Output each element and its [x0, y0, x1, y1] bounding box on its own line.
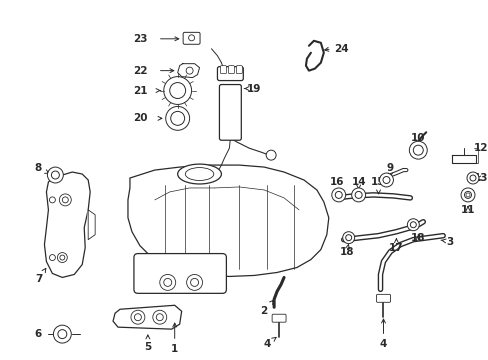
Circle shape	[379, 173, 393, 187]
Text: 7: 7	[35, 269, 46, 284]
FancyBboxPatch shape	[217, 67, 243, 81]
Text: 8: 8	[35, 163, 49, 173]
Text: 4: 4	[379, 319, 386, 349]
Circle shape	[57, 253, 67, 262]
Circle shape	[160, 274, 175, 291]
Circle shape	[354, 192, 362, 198]
Text: 17: 17	[388, 239, 403, 253]
Text: 18: 18	[410, 233, 425, 243]
Circle shape	[412, 145, 423, 155]
FancyBboxPatch shape	[272, 314, 285, 322]
Text: 20: 20	[133, 113, 147, 123]
Text: 16: 16	[329, 177, 344, 194]
Ellipse shape	[177, 164, 221, 184]
Text: 24: 24	[333, 44, 347, 54]
Text: 9: 9	[386, 163, 393, 177]
FancyBboxPatch shape	[228, 66, 234, 73]
Polygon shape	[177, 64, 199, 78]
Circle shape	[186, 67, 193, 74]
Ellipse shape	[185, 167, 213, 180]
Circle shape	[153, 310, 166, 324]
Circle shape	[170, 111, 184, 125]
Text: 4: 4	[263, 337, 276, 349]
Circle shape	[186, 274, 202, 291]
Circle shape	[460, 188, 474, 202]
Circle shape	[464, 192, 470, 198]
Circle shape	[165, 107, 189, 130]
FancyBboxPatch shape	[376, 294, 389, 302]
Circle shape	[351, 188, 365, 202]
Text: 5: 5	[144, 335, 151, 352]
Text: 12: 12	[473, 143, 487, 153]
FancyBboxPatch shape	[236, 66, 242, 73]
Circle shape	[335, 192, 342, 198]
Text: 13: 13	[473, 173, 487, 183]
Circle shape	[131, 310, 144, 324]
Circle shape	[53, 325, 71, 343]
FancyBboxPatch shape	[220, 66, 226, 73]
Circle shape	[59, 194, 71, 206]
Circle shape	[465, 193, 469, 197]
Circle shape	[190, 278, 198, 287]
Circle shape	[345, 235, 351, 240]
Circle shape	[466, 172, 478, 184]
Text: 15: 15	[370, 177, 385, 194]
Circle shape	[62, 197, 68, 203]
Text: 18: 18	[339, 244, 353, 257]
Circle shape	[47, 167, 63, 183]
Circle shape	[408, 141, 427, 159]
Circle shape	[51, 171, 59, 179]
Text: 23: 23	[133, 34, 147, 44]
Circle shape	[49, 255, 55, 261]
Circle shape	[331, 188, 345, 202]
Polygon shape	[113, 305, 181, 329]
Text: 22: 22	[133, 66, 147, 76]
Text: 1: 1	[171, 323, 178, 354]
Text: 2: 2	[260, 300, 273, 316]
Text: 21: 21	[133, 86, 147, 95]
Circle shape	[58, 330, 67, 339]
FancyBboxPatch shape	[219, 85, 241, 140]
Text: 14: 14	[350, 177, 365, 190]
Text: 3: 3	[440, 237, 453, 247]
Text: 6: 6	[35, 329, 42, 339]
Polygon shape	[128, 165, 328, 276]
Text: 10: 10	[410, 133, 425, 149]
Circle shape	[188, 35, 194, 41]
Circle shape	[134, 314, 141, 321]
Circle shape	[407, 219, 418, 231]
Circle shape	[163, 77, 191, 104]
Circle shape	[382, 176, 389, 184]
Polygon shape	[44, 172, 90, 278]
Circle shape	[265, 150, 276, 160]
Circle shape	[169, 82, 185, 99]
Circle shape	[469, 175, 475, 181]
Text: 11: 11	[460, 205, 474, 215]
Circle shape	[156, 314, 163, 321]
Circle shape	[49, 197, 55, 203]
Polygon shape	[88, 210, 95, 240]
FancyBboxPatch shape	[183, 32, 200, 44]
Circle shape	[163, 278, 171, 287]
FancyBboxPatch shape	[134, 253, 226, 293]
Text: 19: 19	[247, 84, 261, 94]
Circle shape	[60, 255, 65, 260]
Circle shape	[409, 222, 415, 228]
Circle shape	[342, 232, 354, 244]
